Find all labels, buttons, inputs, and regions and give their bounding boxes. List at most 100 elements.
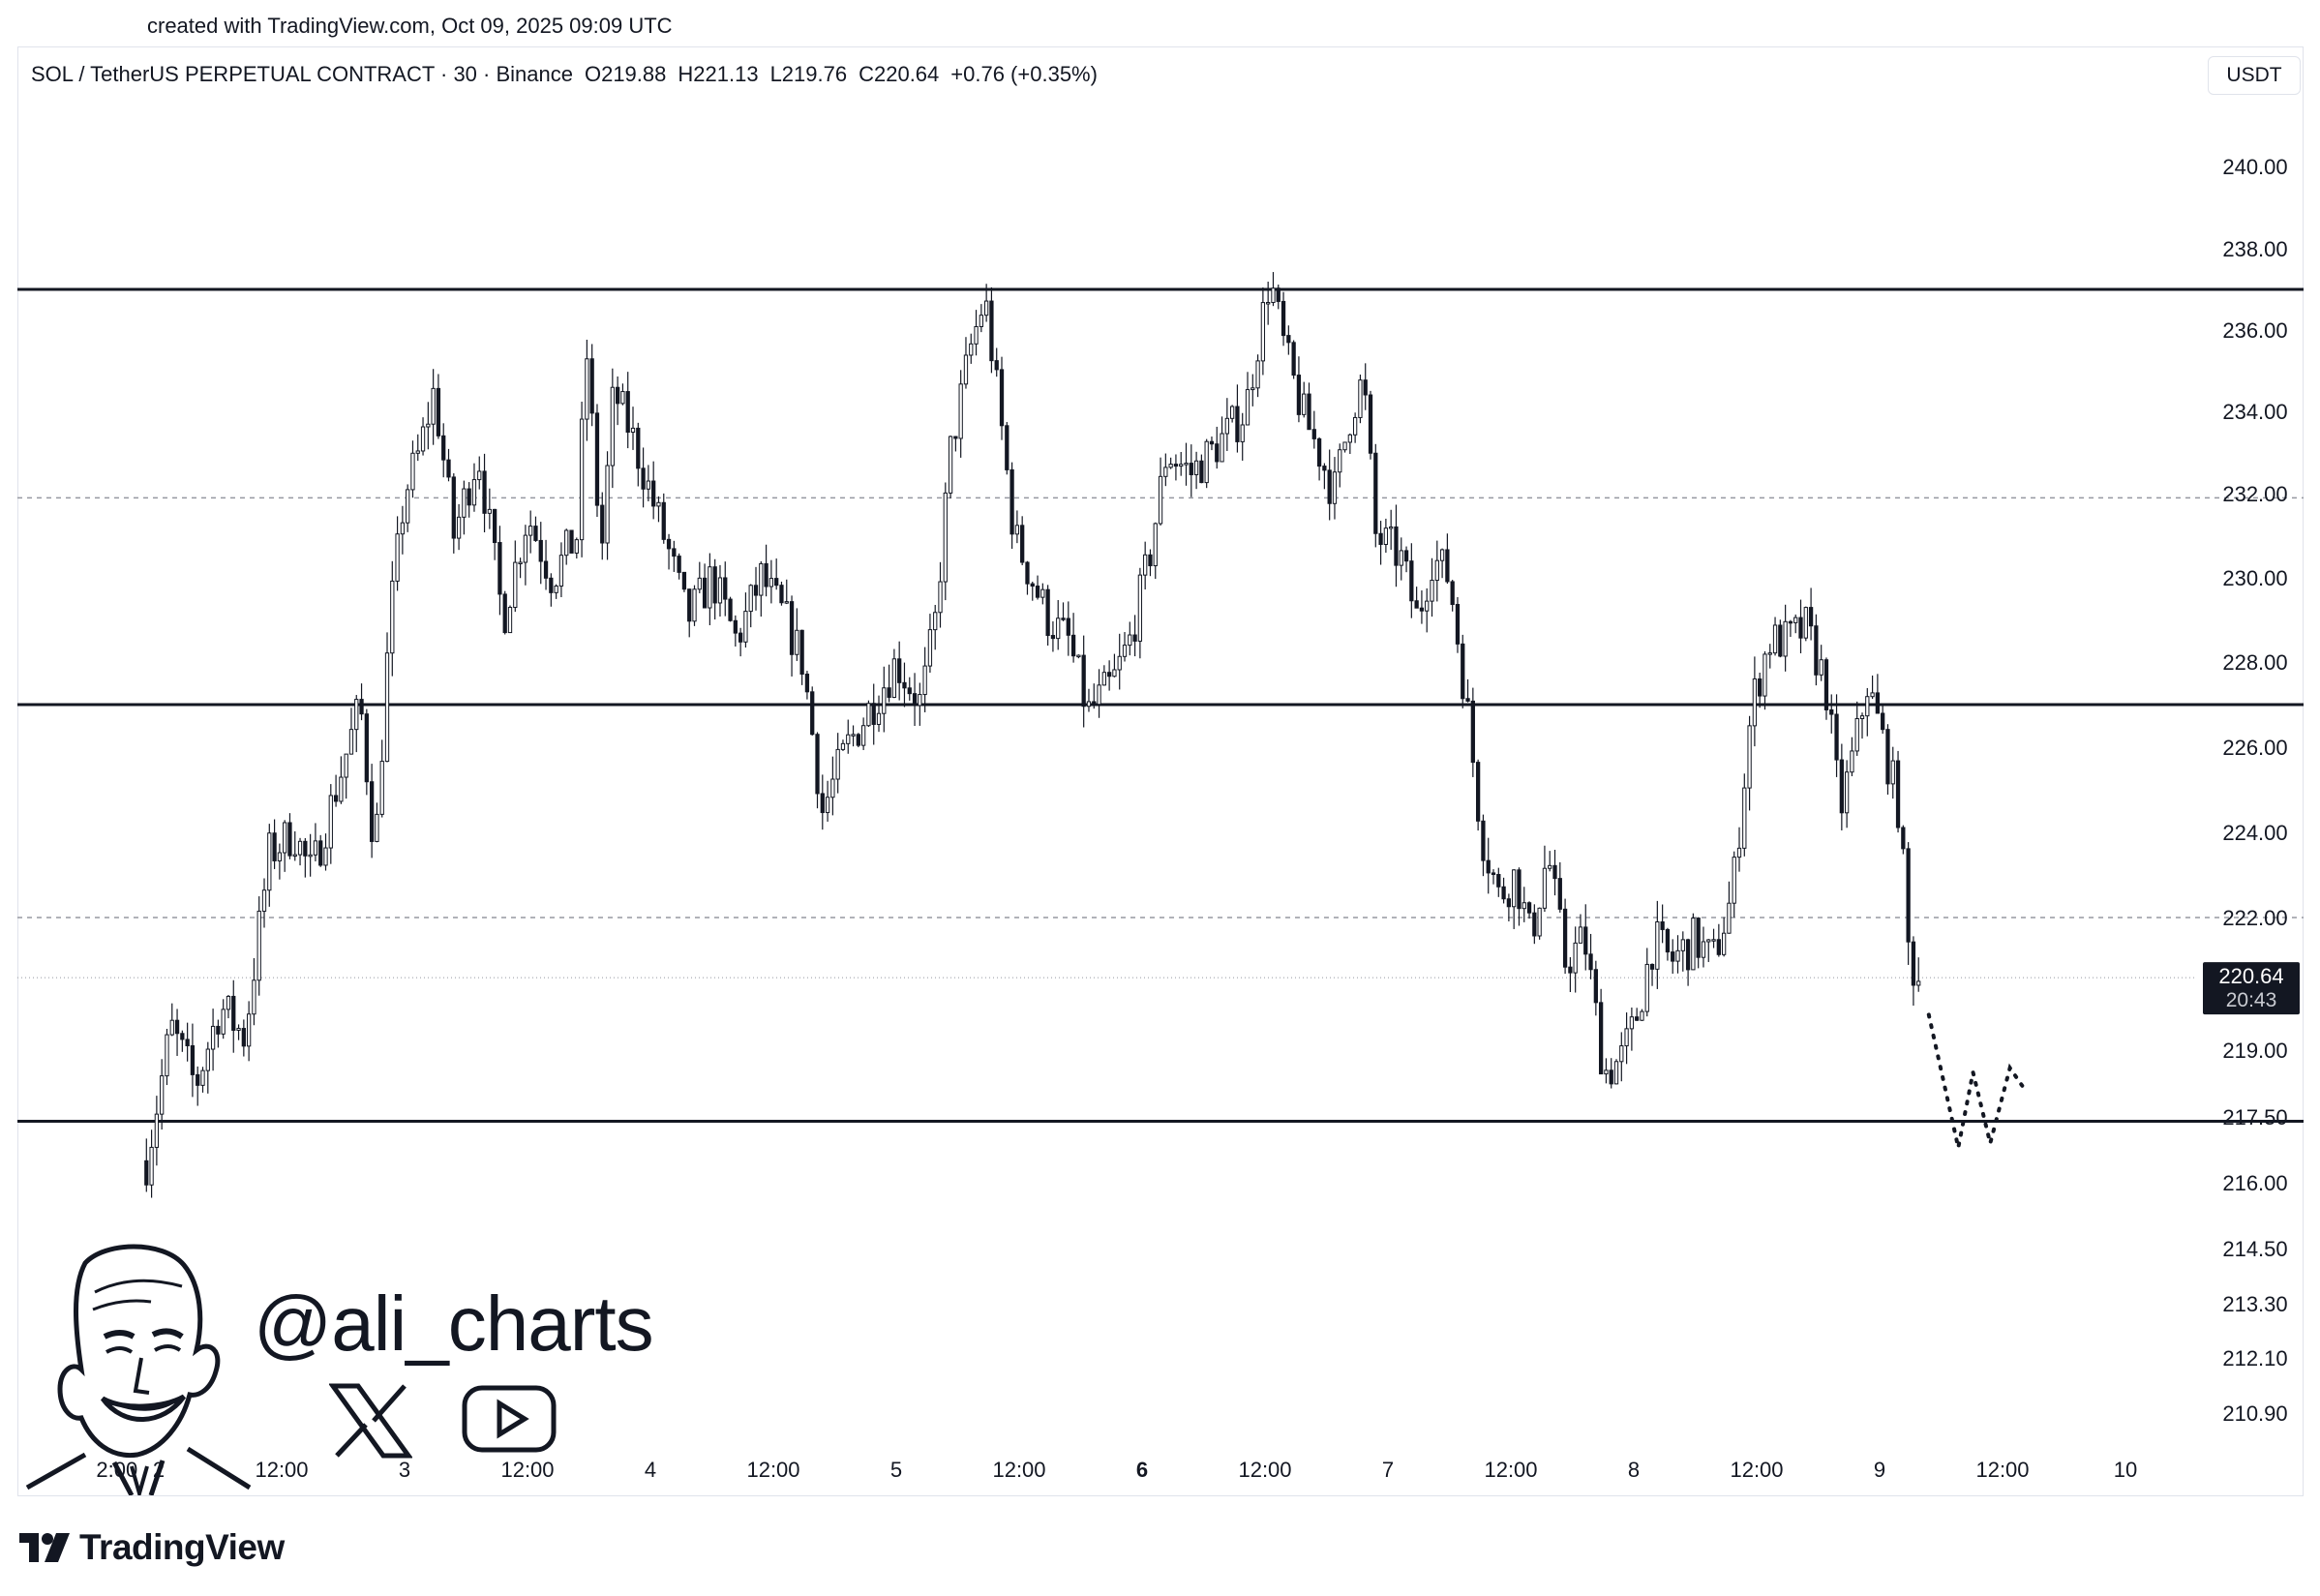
candle-body[interactable]: [1562, 908, 1568, 968]
candle-body[interactable]: [1363, 379, 1368, 396]
candle-body[interactable]: [379, 761, 384, 815]
candle-body[interactable]: [1465, 698, 1470, 702]
candle-body[interactable]: [1020, 525, 1025, 563]
candle-body[interactable]: [492, 508, 497, 544]
candle-body[interactable]: [1671, 951, 1675, 962]
candle-body[interactable]: [1598, 1002, 1604, 1075]
candle-body[interactable]: [1854, 717, 1859, 752]
candle-body[interactable]: [471, 479, 477, 506]
candle-body[interactable]: [1101, 672, 1106, 686]
candle-body[interactable]: [1747, 725, 1752, 789]
candle-body[interactable]: [1870, 692, 1875, 698]
candle-body[interactable]: [625, 391, 630, 434]
candle-body[interactable]: [789, 601, 795, 655]
candle-body[interactable]: [1619, 1045, 1624, 1063]
candle-body[interactable]: [681, 571, 687, 590]
candle-body[interactable]: [1153, 523, 1158, 567]
candle-body[interactable]: [420, 426, 426, 452]
candle-body[interactable]: [210, 1025, 216, 1050]
candle-body[interactable]: [1455, 604, 1461, 645]
candle-body[interactable]: [1122, 645, 1128, 657]
candle-body[interactable]: [1675, 949, 1680, 962]
candle-body[interactable]: [180, 1033, 185, 1040]
candle-body[interactable]: [666, 538, 672, 550]
candle-body[interactable]: [462, 488, 467, 518]
candle-body[interactable]: [1829, 708, 1834, 715]
candle-body[interactable]: [677, 556, 681, 573]
candle-body[interactable]: [1895, 760, 1901, 828]
candle-body[interactable]: [728, 598, 733, 621]
candle-body[interactable]: [600, 504, 605, 544]
candle-body[interactable]: [364, 713, 369, 783]
candle-body[interactable]: [1501, 886, 1506, 900]
candle-body[interactable]: [1271, 287, 1276, 303]
candle-body[interactable]: [1419, 607, 1425, 612]
candle-body[interactable]: [810, 691, 815, 736]
candle-body[interactable]: [426, 423, 431, 428]
candle-body[interactable]: [1481, 820, 1486, 861]
candle-body[interactable]: [902, 681, 907, 689]
candle-body[interactable]: [558, 555, 564, 587]
candle-body[interactable]: [1347, 434, 1352, 443]
candle-body[interactable]: [1342, 441, 1347, 451]
candle-body[interactable]: [1778, 624, 1783, 657]
candle-body[interactable]: [518, 561, 523, 564]
candle-body[interactable]: [795, 629, 799, 655]
candle-body[interactable]: [1727, 902, 1732, 934]
candle-body[interactable]: [308, 854, 313, 858]
candle-body[interactable]: [1911, 941, 1916, 986]
youtube-icon[interactable]: [461, 1384, 557, 1459]
candle-body[interactable]: [1526, 902, 1532, 914]
candle-body[interactable]: [1070, 634, 1076, 657]
candle-body[interactable]: [1439, 549, 1445, 561]
candle-body[interactable]: [1834, 713, 1839, 761]
candle-body[interactable]: [641, 467, 646, 490]
candle-body[interactable]: [918, 694, 922, 707]
candle-body[interactable]: [1552, 864, 1557, 880]
candle-body[interactable]: [533, 526, 538, 541]
candle-body[interactable]: [1158, 475, 1163, 525]
candle-body[interactable]: [1542, 867, 1548, 909]
candle-body[interactable]: [738, 632, 743, 643]
candle-body[interactable]: [1266, 301, 1271, 305]
candle-body[interactable]: [261, 889, 267, 912]
candle-body[interactable]: [1286, 335, 1291, 344]
candle-body[interactable]: [292, 854, 297, 858]
candle-body[interactable]: [948, 436, 953, 494]
candle-body[interactable]: [1143, 554, 1148, 576]
candle-body[interactable]: [1767, 652, 1772, 655]
candle-body[interactable]: [1844, 771, 1850, 814]
candle-body[interactable]: [897, 658, 902, 683]
candle-body[interactable]: [799, 629, 804, 676]
candle-body[interactable]: [410, 452, 415, 491]
candle-body[interactable]: [1199, 460, 1204, 484]
candle-body[interactable]: [1394, 526, 1399, 566]
candle-body[interactable]: [185, 1039, 190, 1046]
candle-body[interactable]: [1506, 898, 1512, 908]
candle-body[interactable]: [1097, 684, 1101, 706]
candle-body[interactable]: [1859, 715, 1865, 719]
legend-symbol[interactable]: SOL / TetherUS PERPETUAL CONTRACT · 30 ·…: [31, 62, 573, 86]
candle-body[interactable]: [196, 1073, 200, 1086]
candle-body[interactable]: [969, 343, 974, 356]
candle-body[interactable]: [287, 822, 292, 857]
candle-body[interactable]: [451, 476, 456, 539]
candle-body[interactable]: [1629, 1016, 1635, 1030]
candle-body[interactable]: [1117, 655, 1122, 671]
candle-body[interactable]: [820, 793, 825, 814]
candle-body[interactable]: [815, 734, 820, 795]
candle-body[interactable]: [1890, 760, 1895, 785]
candle-body[interactable]: [1758, 678, 1763, 697]
candle-body[interactable]: [1798, 617, 1803, 639]
candle-body[interactable]: [1430, 580, 1434, 602]
candle-body[interactable]: [651, 480, 656, 507]
candle-body[interactable]: [958, 383, 963, 439]
candle-body[interactable]: [1803, 607, 1808, 639]
candle-body[interactable]: [1281, 300, 1286, 337]
candle-body[interactable]: [702, 577, 708, 609]
candle-body[interactable]: [907, 687, 912, 695]
candle-body[interactable]: [1163, 467, 1168, 477]
candle-body[interactable]: [283, 822, 287, 854]
candle-body[interactable]: [384, 652, 390, 763]
candle-body[interactable]: [1106, 672, 1112, 678]
